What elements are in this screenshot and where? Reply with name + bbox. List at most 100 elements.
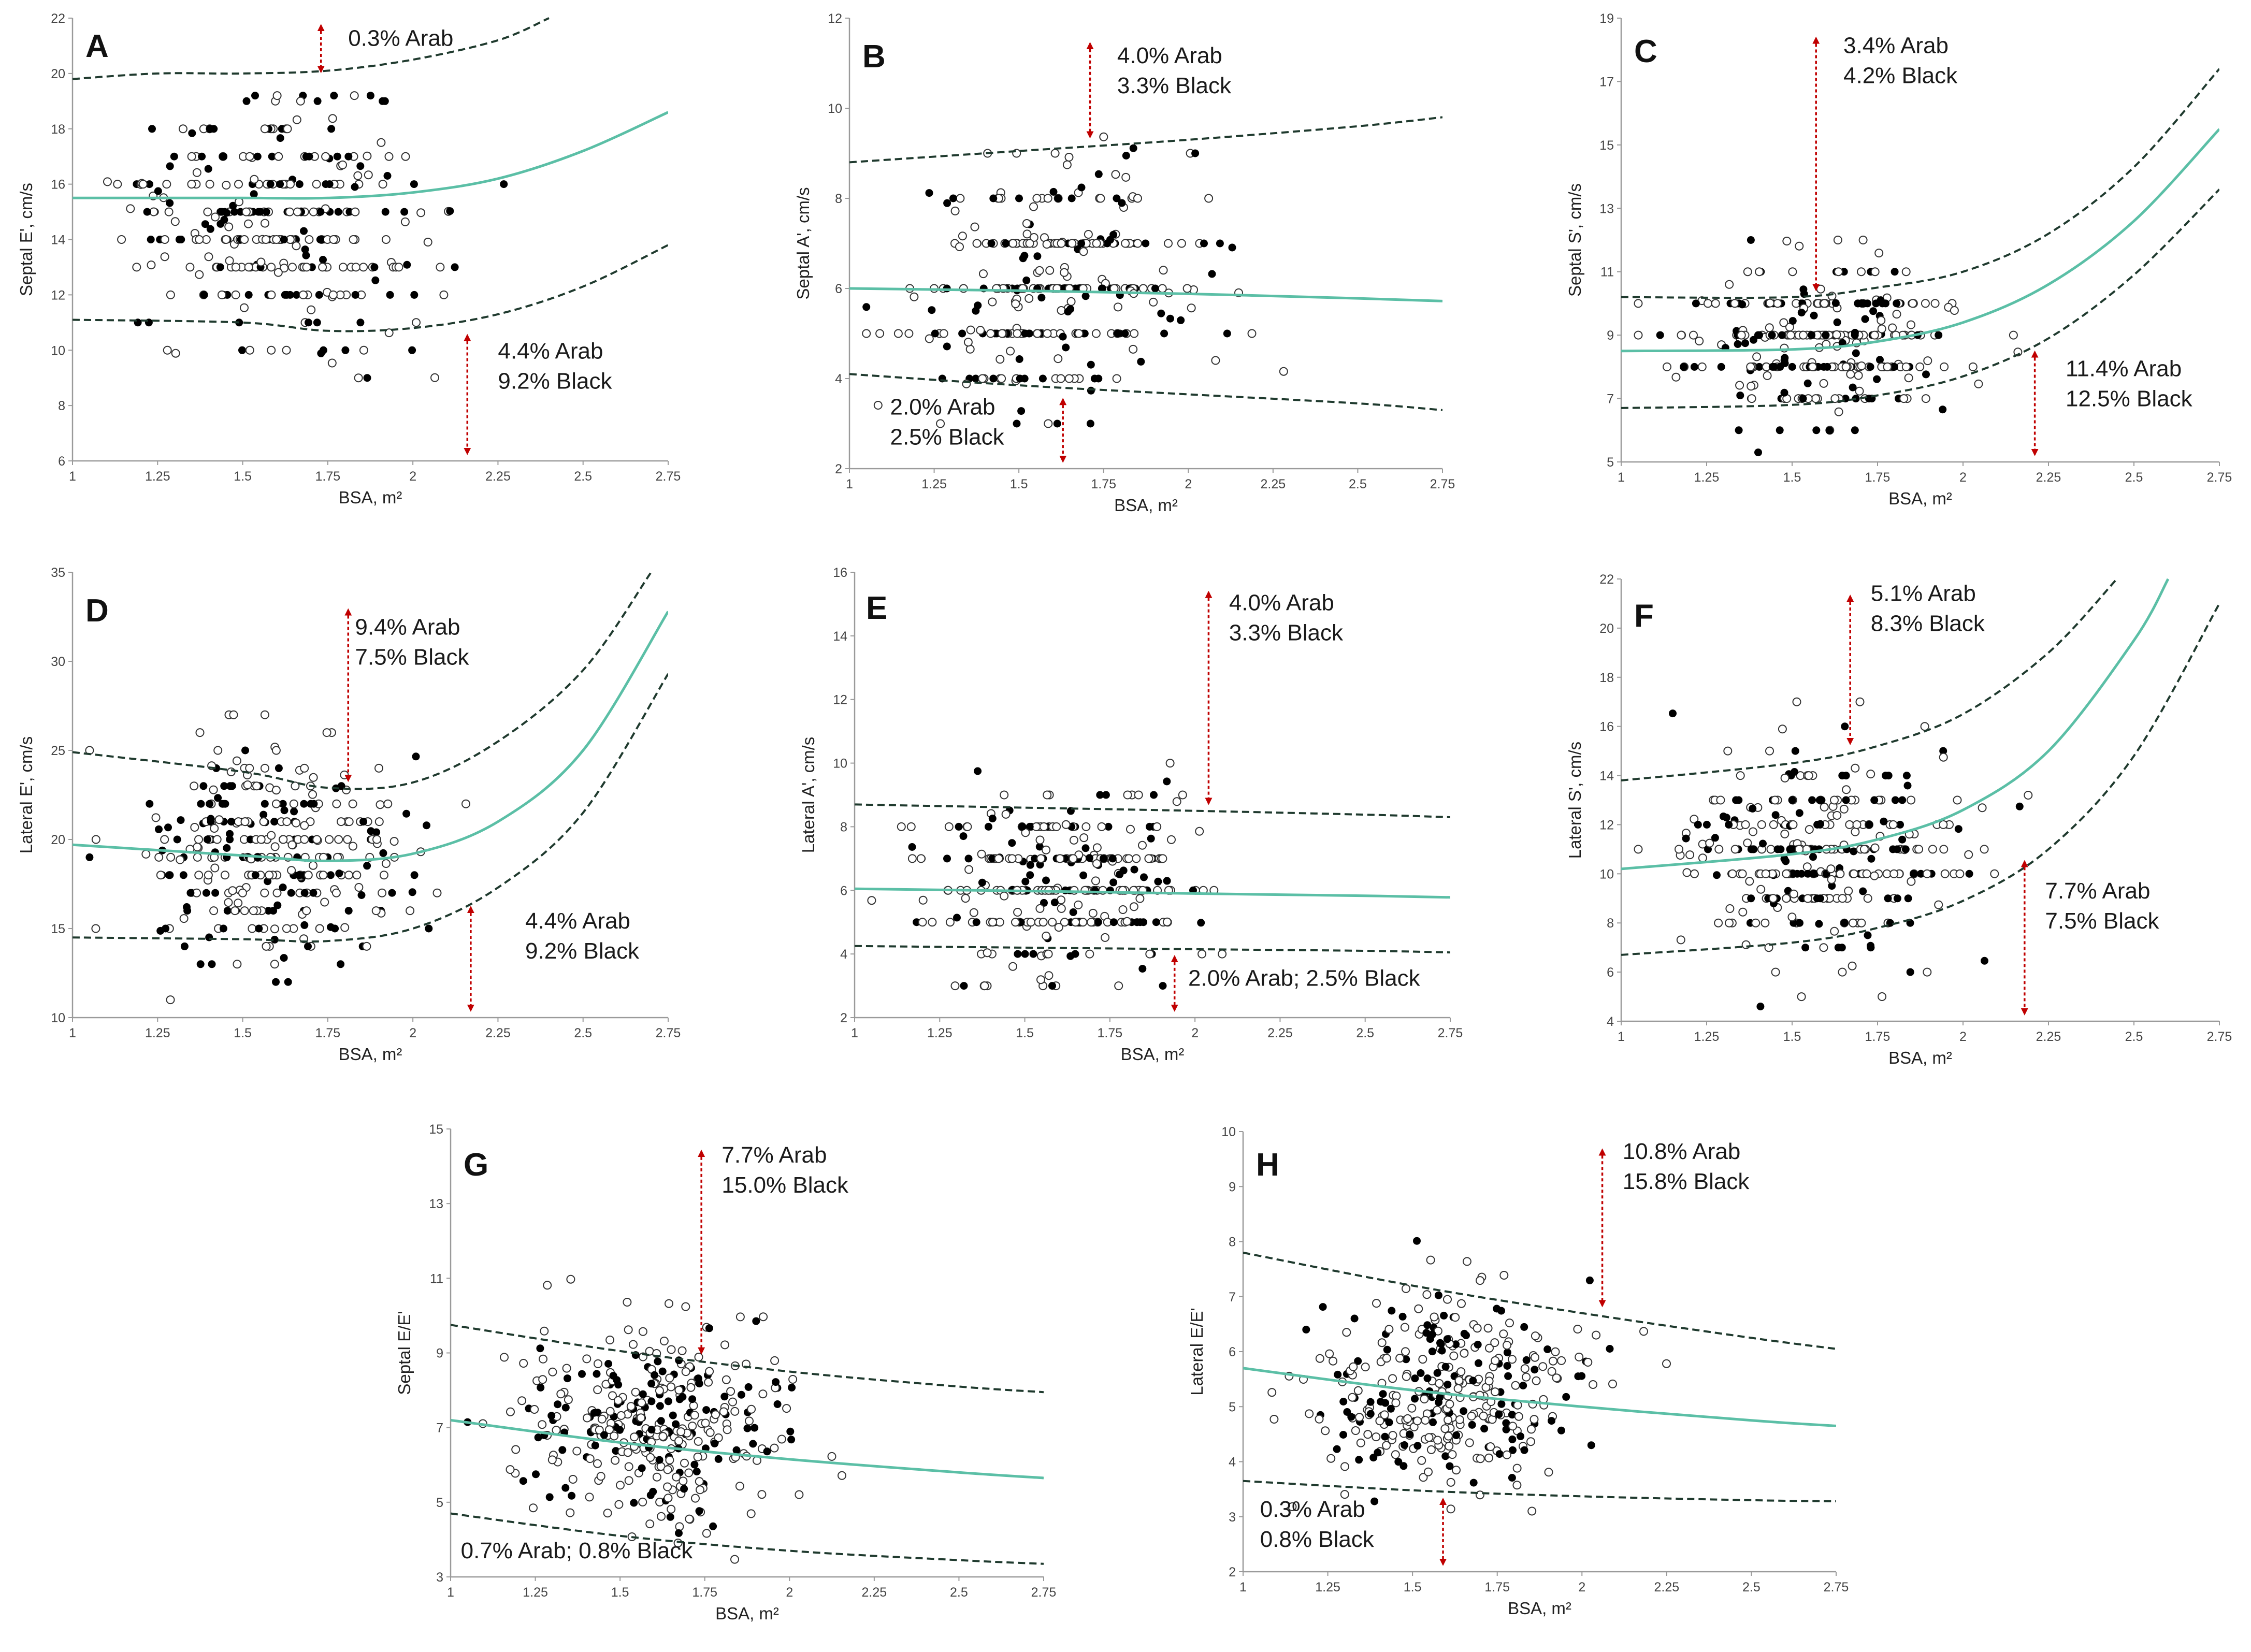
data-point-open [1329,1356,1338,1366]
data-point-open [726,1387,735,1396]
data-point-open [674,1436,684,1445]
data-point-open [1508,1355,1517,1364]
y-tick-label: 22 [1599,572,1614,587]
data-point-filled [179,871,187,879]
data-point-open [689,1401,698,1410]
data-point-open [1044,971,1054,980]
data-point-open [676,1427,686,1437]
data-point-filled [1585,1276,1594,1284]
data-point-filled [1860,299,1868,308]
panel-letter: H [1256,1147,1279,1183]
y-tick-label: 8 [840,820,847,834]
data-point-open [672,1472,681,1482]
points-group [867,759,1227,991]
data-point-filled [1109,918,1118,926]
data-point-filled [666,1513,674,1521]
data-point-open [225,256,234,265]
data-point-filled [1066,952,1075,960]
x-tick-label: 2.75 [2207,1030,2232,1044]
data-point-filled [1851,328,1859,337]
data-point-filled [1773,845,1782,853]
data-point-filled [1399,1462,1408,1470]
data-point-open [1834,267,1843,277]
data-point-open [506,1465,515,1474]
y-tick-label: 14 [51,233,65,248]
data-point-open [1145,949,1155,959]
data-point-open [156,871,165,880]
data-point-open [506,1407,515,1416]
x-tick-label: 2.5 [1742,1580,1761,1595]
data-point-open [1097,822,1106,831]
data-point-open [272,888,282,897]
data-point-open [1787,912,1797,922]
data-point-open [1372,1432,1381,1442]
data-point-open [907,854,917,863]
data-point-filled [216,263,224,271]
data-point-open [298,290,308,299]
data-point-open [210,863,220,873]
x-axis-label: BSA, m² [1121,1045,1185,1064]
data-point-filled [578,1370,586,1378]
data-point-filled [1809,853,1817,861]
data-point-open [379,871,388,880]
data-point-open [1845,820,1854,829]
data-point-filled [1109,878,1118,887]
x-tick-label: 2.75 [1430,477,1455,491]
data-point-open [1451,1313,1460,1322]
data-point-open [1092,859,1101,868]
data-point-open [1382,1441,1391,1450]
data-point-open [665,1373,674,1383]
data-point-open [1138,841,1147,850]
data-point-open [674,1385,684,1395]
data-point-open [1135,894,1145,903]
data-point-filled [1749,804,1757,813]
data-point-filled [1423,1321,1432,1329]
data-point-open [1549,1356,1557,1366]
data-point-open [1182,284,1192,293]
data-point-open [629,1340,638,1349]
panel-f: 1 1.25 1.5 1.75 2 2.25 2.5 2.754681012141618202… [1565,572,2232,1067]
data-point-filled [283,291,291,299]
data-point-filled [425,924,433,933]
annotation-text: 0.7% Arab; 0.8% Black [461,1538,694,1563]
x-tick-label: 1.5 [611,1585,629,1600]
data-point-open [271,746,281,755]
data-point-open [332,799,341,808]
data-point-open [245,152,254,161]
data-point-open [325,835,334,844]
data-point-open [1315,1354,1324,1363]
data-point-filled [1333,1445,1341,1453]
data-point-open [1057,904,1066,913]
annotation-text: 7.7% Arab [2045,878,2150,904]
data-point-open [250,175,259,184]
data-point-open [1730,299,1739,308]
data-point-open [320,897,329,907]
data-point-filled [568,1491,576,1500]
data-point-filled [989,374,998,383]
y-tick-label: 12 [828,11,842,26]
data-point-open [1780,829,1790,838]
y-tick-label: 13 [1599,201,1614,216]
data-point-filled [226,830,234,838]
data-point-open [1804,771,1813,780]
data-point-open [394,263,403,272]
lower-reference-curve [849,373,1442,411]
data-point-open [261,235,270,244]
points-group [103,91,508,383]
data-point-open [677,1346,687,1355]
x-tick-label: 2.5 [950,1585,968,1600]
data-point-open [705,1367,714,1376]
data-point-open [1060,918,1069,927]
data-point-filled [1867,944,1875,952]
data-point-open [1452,1466,1461,1475]
data-point-filled [372,828,381,836]
data-point-open [1557,1356,1566,1365]
data-point-open [1743,838,1752,848]
data-point-filled [1015,194,1023,202]
data-point-filled [1062,343,1070,352]
data-point-filled [1756,1003,1765,1010]
data-point-filled [1339,1431,1347,1439]
data-point-filled [1109,230,1118,239]
data-point-open [1832,330,1841,339]
y-tick-label: 2 [840,1011,847,1025]
